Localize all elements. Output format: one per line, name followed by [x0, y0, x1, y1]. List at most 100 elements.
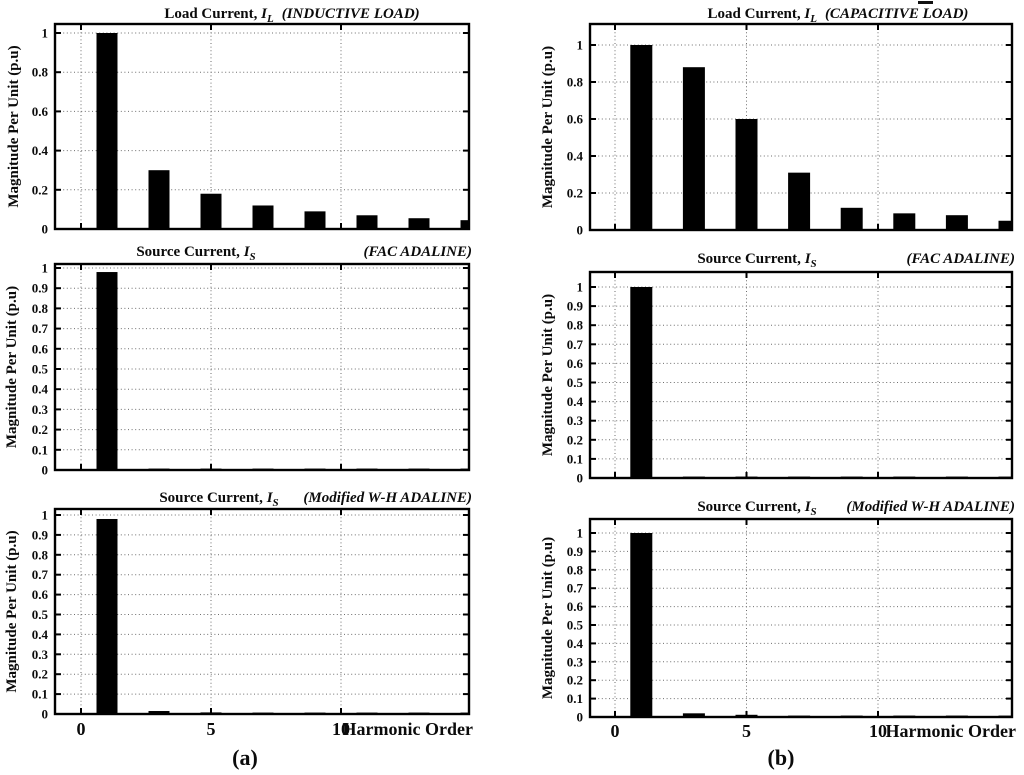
y-tick-label: 0.7 — [32, 321, 49, 336]
y-tick-label: 0 — [42, 222, 49, 237]
bar-h9 — [840, 207, 863, 230]
y-axis-label: Magnitude Per Unit (p.u) — [6, 45, 22, 207]
y-axis-label: Magnitude Per Unit (p.u) — [4, 286, 20, 448]
bar-h11 — [356, 215, 378, 229]
chart-source-current-modified-wh-adaline-inductive: 0 0.1 0.2 0.3 0.4 0.5 0.6 0.7 0.8 0.9 1 Magnitude P… — [4, 490, 473, 739]
y-tick-label: 0.3 — [32, 402, 49, 417]
y-tick-label: 0.3 — [32, 647, 49, 662]
y-tick-label: 0.5 — [567, 618, 584, 633]
x-tick-label: 10 — [869, 721, 887, 741]
y-tick-label: 0 — [577, 710, 584, 725]
chart-title: Source Current, IS — [159, 490, 278, 509]
title-symbol: I — [260, 6, 268, 22]
y-tick-label: 0.9 — [32, 527, 49, 542]
title-subscript: S — [250, 251, 256, 263]
y-tick-label: 0 — [42, 707, 49, 722]
title-prefix: Source Current, — [697, 499, 804, 515]
title-prefix: Source Current, — [136, 244, 243, 260]
chart-title-note: (Modified W-H ADALINE) — [846, 499, 1015, 515]
bar-h3 — [682, 67, 705, 230]
y-tick-label: 0.8 — [567, 75, 584, 90]
title-subscript: S — [811, 506, 817, 518]
y-tick-label: 0.1 — [567, 691, 583, 706]
y-tick-label: 0.4 — [32, 382, 49, 397]
title-symbol: I — [266, 490, 274, 506]
y-tick-label: 0.2 — [32, 422, 48, 437]
caption-b: (b) — [768, 745, 795, 770]
y-tick-label: 0.2 — [567, 432, 583, 447]
bar-h15 — [460, 220, 468, 229]
x-tick-label: 0 — [77, 719, 86, 739]
y-tick-label: 0.2 — [567, 673, 583, 688]
y-tick-label: 0.1 — [567, 451, 583, 466]
bar-h3 — [682, 713, 705, 717]
y-tick-label: 0.9 — [567, 544, 584, 559]
y-tick-label: 0.1 — [32, 687, 48, 702]
chart-title: Source Current, IS — [697, 251, 816, 270]
y-tick-label: 1 — [577, 526, 584, 541]
plot-box — [588, 270, 1014, 480]
plot-box — [53, 22, 471, 231]
title-note: (INDUCTIVE LOAD) — [282, 6, 420, 22]
bar-h1 — [630, 45, 653, 230]
y-tick-label: 0 — [577, 471, 584, 486]
title-subscript: S — [273, 497, 279, 509]
y-tick-label: 0.4 — [567, 636, 584, 651]
bar-h1 — [630, 533, 653, 717]
title-note: (CAPACITIVE LOAD) — [825, 6, 969, 22]
bar-h13 — [945, 215, 968, 230]
y-tick-label: 1 — [577, 280, 584, 295]
y-tick-label: 0.6 — [567, 356, 584, 371]
y-tick-label: 0.4 — [567, 394, 584, 409]
chart-source-current-modified-wh-adaline-capacitive: 0 0.1 0.2 0.3 0.4 0.5 0.6 0.7 0.8 0.9 1 Magnitude P… — [540, 499, 1016, 741]
bar-h11 — [893, 213, 916, 230]
x-tick-label: 0 — [611, 721, 620, 741]
y-tick-label: 0.4 — [32, 143, 49, 158]
y-tick-label: 1 — [577, 38, 584, 53]
title-symbol: I — [803, 6, 811, 22]
chart-title: Load Current, IL (CAPACITIVE LOAD) — [708, 6, 969, 25]
y-tick-label: 1 — [42, 261, 49, 276]
bar-h5 — [735, 119, 758, 230]
plot-box — [588, 22, 1014, 232]
title-prefix: Load Current, — [164, 6, 261, 22]
y-tick-label: 0.5 — [567, 375, 584, 390]
bar-h9 — [304, 211, 326, 229]
y-tick-label: 0.7 — [567, 581, 584, 596]
chart-load-current-inductive: 0 0.2 0.4 0.6 0.8 1 Magnitude Per Unit (p.u) Lo… — [6, 6, 471, 237]
y-tick-label: 0.8 — [32, 301, 49, 316]
chart-title: Source Current, IS — [136, 244, 255, 263]
y-axis-label: Magnitude Per Unit (p.u) — [540, 537, 556, 699]
bar-h15 — [998, 220, 1011, 230]
bar-h7 — [252, 205, 274, 229]
bar-h1 — [96, 272, 118, 470]
bar-h3 — [148, 711, 170, 714]
chart-title-note: (Modified W-H ADALINE) — [303, 490, 472, 506]
y-tick-label: 0.8 — [32, 547, 49, 562]
y-axis-label: Magnitude Per Unit (p.u) — [540, 294, 556, 456]
title-subscript: S — [811, 258, 817, 270]
y-tick-label: 0.2 — [32, 667, 48, 682]
title-symbol: I — [804, 499, 812, 515]
x-axis-label: Harmonic Order — [343, 719, 473, 739]
y-tick-label: 0.5 — [32, 607, 49, 622]
y-tick-label: 0 — [42, 463, 49, 478]
bar-h1 — [96, 518, 118, 714]
chart-source-current-fac-adaline-inductive: 0 0.1 0.2 0.3 0.4 0.5 0.6 0.7 0.8 0.9 1 Magnitude P… — [4, 244, 472, 478]
bar-h3 — [148, 170, 170, 229]
bar-h7 — [788, 172, 811, 230]
caption-a: (a) — [232, 745, 258, 770]
chart-title: Source Current, IS — [697, 499, 816, 518]
bar-h5 — [200, 193, 222, 229]
x-tick-label: 5 — [207, 719, 216, 739]
bar-h1 — [96, 33, 118, 229]
title-symbol: I — [243, 244, 251, 260]
x-tick-label: 5 — [742, 721, 751, 741]
title-subscript: L — [809, 13, 817, 25]
y-tick-label: 0.1 — [32, 442, 48, 457]
crop-artifact-mark — [918, 1, 933, 4]
title-prefix: Source Current, — [159, 490, 266, 506]
plot-box — [588, 517, 1014, 719]
